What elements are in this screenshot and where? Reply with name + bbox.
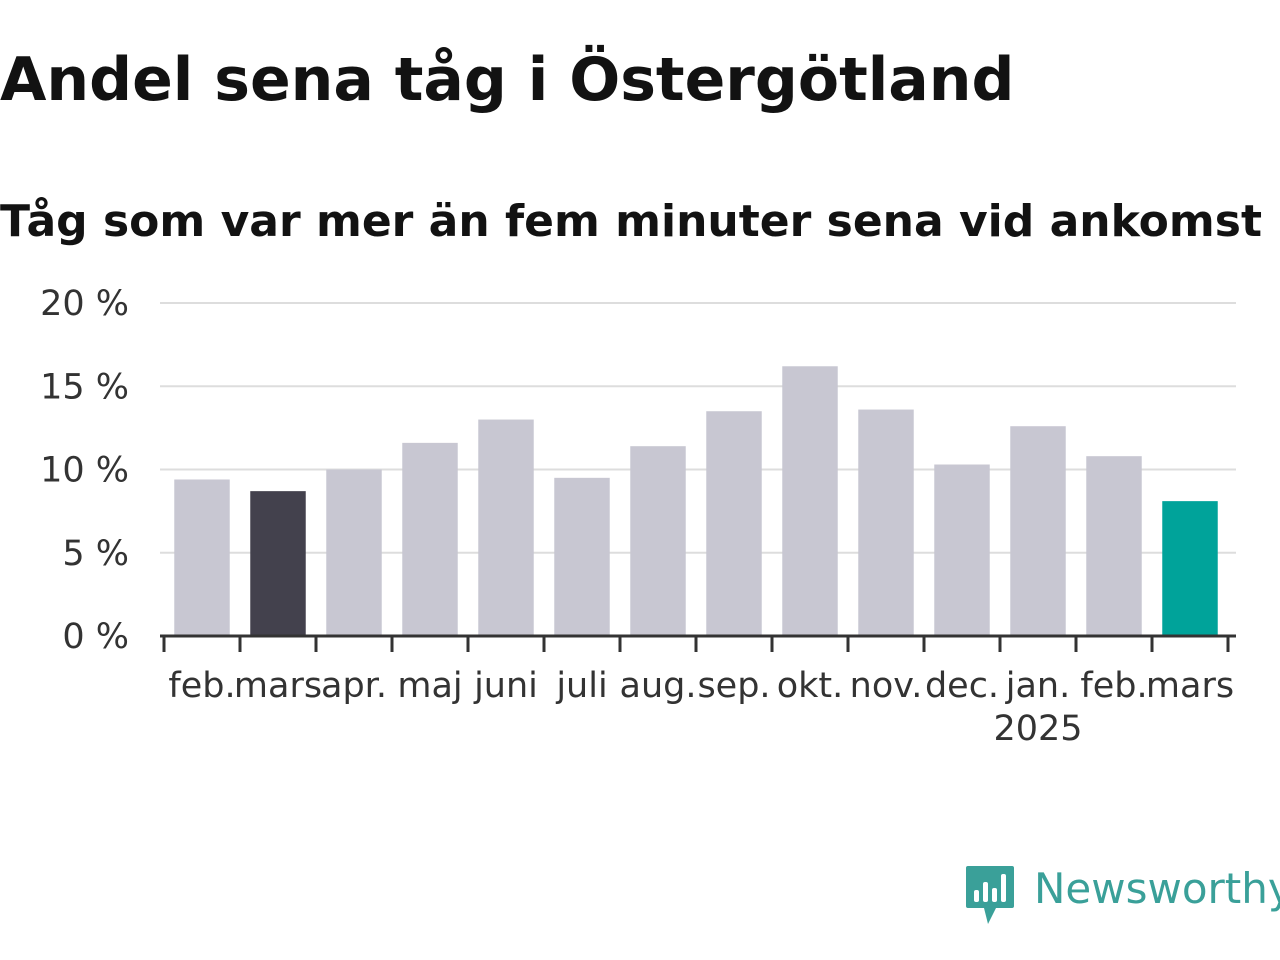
x-tick-label: aug. [620, 666, 697, 706]
x-tick-label: nov. [850, 666, 923, 706]
y-tick-labels: 0 % 5 % 10 % 15 % 20 % [40, 284, 129, 657]
y-tick-label: 20 % [40, 284, 129, 324]
brand-logo: Newsworthy [962, 862, 1280, 928]
bars [174, 366, 1218, 636]
bar [250, 491, 306, 636]
x-tick-label: juni [473, 666, 538, 706]
brand-name: Newsworthy [1034, 864, 1280, 913]
x-tick-label: feb. [1080, 666, 1147, 706]
grid-lines [160, 302, 1236, 554]
bar [782, 366, 838, 636]
x-tick-label: feb. [168, 666, 235, 706]
x-tick-label: apr. [321, 666, 387, 706]
bar [554, 477, 610, 636]
y-tick-label: 0 % [62, 617, 129, 657]
x-tick-label: dec. [925, 666, 999, 706]
chart-subtitle: Tåg som var mer än fem minuter sena vid … [0, 196, 1262, 247]
bar [1010, 426, 1066, 636]
bar [858, 409, 914, 636]
bar [934, 464, 990, 636]
y-tick-label: 5 % [62, 534, 129, 574]
bar [630, 446, 686, 636]
x-tick-label: mars [234, 666, 322, 706]
bar [402, 442, 458, 636]
x-tick-label: juli [555, 666, 607, 706]
y-tick-label: 15 % [40, 367, 129, 407]
bar [326, 469, 382, 636]
y-tick-label: 10 % [40, 451, 129, 491]
x-tick-label: jan. [1005, 666, 1070, 706]
chart-title: Andel sena tåg i Östergötland [0, 45, 1015, 115]
newsworthy-logo-icon [966, 866, 1014, 924]
x-tick-label: sep. [697, 666, 770, 706]
x-tick-label: mars [1146, 666, 1234, 706]
x-year-label: 2025 [993, 709, 1082, 749]
bar [706, 411, 762, 636]
bar [1162, 501, 1218, 636]
bar [478, 419, 534, 636]
x-tick-label: okt. [777, 666, 844, 706]
x-tick-label: maj [397, 666, 462, 706]
bar [174, 479, 230, 636]
bar [1086, 456, 1142, 636]
x-axis [160, 634, 1236, 652]
